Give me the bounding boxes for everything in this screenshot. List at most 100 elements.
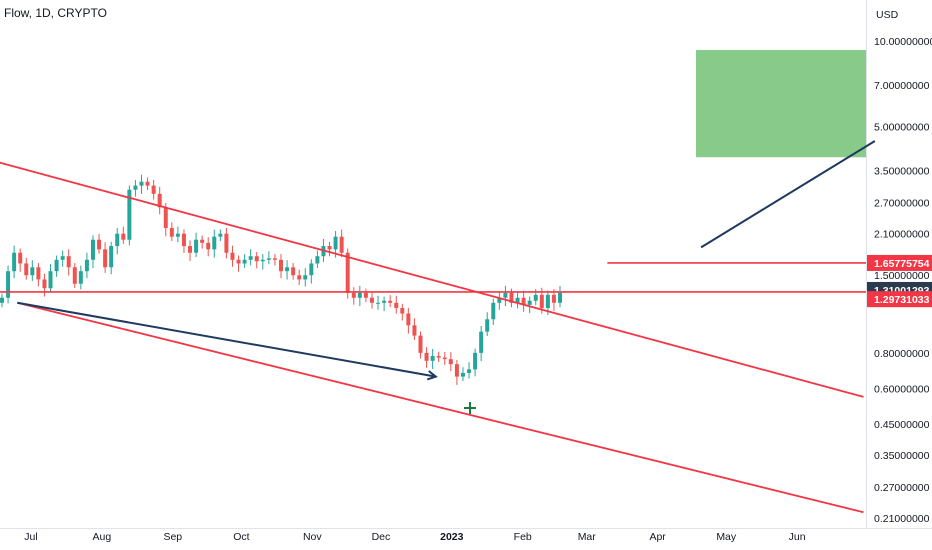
candle-body[interactable] — [248, 256, 253, 260]
price-tag[interactable] — [867, 254, 932, 271]
candle-body[interactable] — [436, 355, 441, 358]
candle-body[interactable] — [212, 236, 217, 250]
candle-body[interactable] — [224, 233, 229, 253]
candle-body[interactable] — [60, 256, 65, 260]
candle-body[interactable] — [539, 294, 544, 309]
candle-body[interactable] — [163, 207, 168, 228]
candle-body[interactable] — [357, 292, 362, 298]
candle-body[interactable] — [418, 335, 423, 353]
candle-body[interactable] — [12, 252, 17, 272]
candle-body[interactable] — [497, 297, 502, 303]
candle-body[interactable] — [473, 352, 478, 370]
candle-body[interactable] — [236, 259, 241, 264]
candle-body[interactable] — [109, 246, 114, 268]
candle-body[interactable] — [424, 352, 429, 361]
candle-body[interactable] — [181, 233, 186, 247]
trendline[interactable] — [0, 148, 864, 398]
candle-body[interactable] — [388, 300, 393, 303]
trendline[interactable] — [17, 301, 864, 514]
candle-body[interactable] — [200, 239, 205, 243]
candle-body[interactable] — [285, 267, 290, 272]
candle-body[interactable] — [6, 271, 11, 298]
candle-body[interactable] — [36, 267, 41, 280]
candle-body[interactable] — [169, 227, 174, 237]
price-tag[interactable] — [867, 291, 932, 308]
arrow-line[interactable] — [17, 301, 436, 378]
candle-body[interactable] — [175, 233, 180, 237]
candle-body[interactable] — [139, 181, 144, 186]
candle-body[interactable] — [279, 259, 283, 272]
candle-body[interactable] — [430, 355, 435, 361]
candle-body[interactable] — [242, 259, 247, 264]
candle-body[interactable] — [460, 372, 465, 377]
candle-body[interactable] — [133, 185, 138, 190]
candle-body[interactable] — [48, 271, 53, 289]
candle-body[interactable] — [303, 275, 308, 280]
candle-body[interactable] — [521, 297, 526, 305]
candle-body[interactable] — [78, 271, 83, 284]
candle-body[interactable] — [533, 294, 538, 301]
candle-body[interactable] — [448, 359, 453, 365]
candle-body[interactable] — [66, 256, 71, 268]
candle-body[interactable] — [363, 292, 368, 298]
candle-body[interactable] — [442, 357, 447, 360]
candle-body[interactable] — [0, 297, 4, 303]
candle-body[interactable] — [485, 319, 490, 332]
candle-body[interactable] — [230, 252, 235, 260]
candle-body[interactable] — [266, 258, 271, 260]
candle-body[interactable] — [42, 279, 47, 289]
candle-body[interactable] — [339, 236, 344, 253]
candle-body[interactable] — [127, 189, 132, 240]
candle-body[interactable] — [333, 236, 338, 250]
candle-body[interactable] — [406, 313, 411, 326]
arrow-line[interactable] — [700, 140, 876, 249]
candle-body[interactable] — [218, 233, 223, 237]
candle-body[interactable] — [194, 239, 199, 253]
candle-body[interactable] — [527, 300, 532, 305]
candle-body[interactable] — [369, 297, 374, 303]
candle-body[interactable] — [54, 259, 59, 272]
candle-body[interactable] — [90, 239, 95, 260]
candle-body[interactable] — [272, 258, 277, 260]
candle-body[interactable] — [145, 181, 150, 186]
candle-body[interactable] — [30, 267, 35, 276]
candle-body[interactable] — [509, 292, 514, 303]
target-zone[interactable] — [696, 49, 866, 158]
candle-body[interactable] — [551, 294, 556, 303]
candle-body[interactable] — [545, 294, 550, 309]
candle-body[interactable] — [297, 275, 302, 280]
candle-body[interactable] — [72, 267, 77, 284]
candle-body[interactable] — [188, 246, 193, 253]
candle-body[interactable] — [151, 185, 156, 194]
candle-body[interactable] — [345, 252, 350, 293]
candle-body[interactable] — [376, 302, 381, 304]
candle-body[interactable] — [400, 308, 405, 314]
candle-body[interactable] — [97, 239, 102, 250]
candle-body[interactable] — [206, 242, 211, 250]
candle-body[interactable] — [454, 364, 459, 377]
candle-body[interactable] — [412, 325, 417, 336]
candle-body[interactable] — [291, 267, 296, 276]
candle-body[interactable] — [24, 263, 29, 276]
candle-body[interactable] — [103, 249, 108, 268]
candle-body[interactable] — [121, 233, 126, 240]
candle-body[interactable] — [327, 246, 332, 250]
candle-body[interactable] — [503, 292, 508, 298]
candle-body[interactable] — [467, 369, 472, 373]
candle-body[interactable] — [491, 302, 496, 320]
candle-body[interactable] — [84, 259, 89, 272]
candle-body[interactable] — [309, 263, 314, 276]
candle-body[interactable] — [394, 302, 399, 309]
candle-body[interactable] — [260, 259, 265, 262]
candle-body[interactable] — [115, 233, 120, 247]
candle-body[interactable] — [351, 292, 356, 298]
candle-body[interactable] — [315, 256, 320, 264]
candle-body[interactable] — [18, 252, 23, 264]
candle-body[interactable] — [157, 193, 162, 208]
candle-body[interactable] — [254, 256, 259, 262]
candle-body[interactable] — [515, 297, 520, 303]
candle-body[interactable] — [479, 331, 484, 353]
candle-body[interactable] — [382, 300, 387, 303]
candle-body[interactable] — [558, 292, 562, 303]
